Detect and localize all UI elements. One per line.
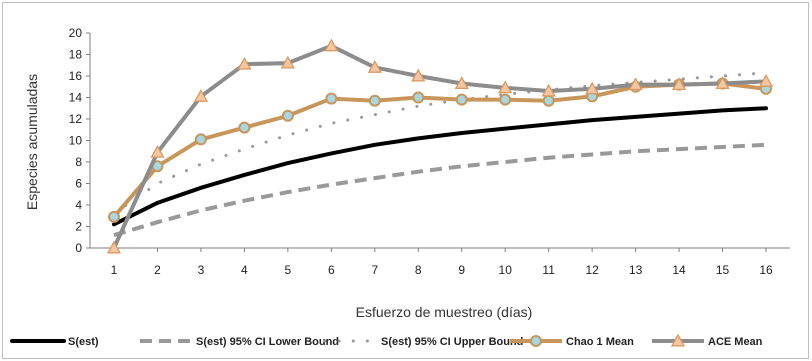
data-point	[324, 38, 339, 52]
legend-label: ACE Mean	[708, 336, 763, 348]
data-point	[541, 83, 556, 97]
data-point	[499, 93, 512, 106]
data-point	[455, 93, 468, 106]
legend-item: S(est)	[10, 336, 99, 348]
y-tick-label: 0	[75, 241, 82, 255]
x-tick-label: 7	[371, 263, 378, 277]
legend-marker	[670, 333, 686, 347]
x-tick-label: 10	[499, 263, 513, 277]
x-tick-label: 11	[542, 263, 555, 277]
legend-item: S(est) 95% CI Lower Bound	[140, 336, 339, 348]
data-point	[237, 56, 252, 70]
x-tick-label: 1	[111, 263, 118, 277]
legend-label: S(est) 95% CI Lower Bound	[196, 336, 339, 348]
x-tick-label: 8	[415, 263, 422, 277]
x-tick-label: 6	[328, 263, 335, 277]
series-line	[112, 43, 767, 249]
y-axis-title: Especies acumuladas	[24, 74, 40, 210]
legend-item: S(est) 95% CI Upper Bound	[323, 336, 523, 348]
x-tick-label: 12	[585, 263, 599, 277]
series-layer	[106, 38, 774, 254]
data-point	[193, 89, 209, 102]
data-point	[150, 144, 165, 158]
legend: S(est) S(est) 95% CI Lower Bound S(est) 95…	[10, 333, 763, 348]
y-tick-label: 12	[69, 112, 83, 126]
x-tick-label: 13	[629, 263, 643, 277]
y-tick-label: 2	[75, 220, 82, 234]
y-tick-label: 20	[69, 26, 83, 40]
x-tick-label: 9	[458, 263, 465, 277]
x-tick-label: 2	[154, 263, 161, 277]
y-tick-label: 8	[75, 155, 82, 169]
series-1	[113, 142, 767, 238]
y-tick-label: 10	[69, 134, 83, 148]
y-tick-label: 6	[75, 177, 82, 191]
y-tick-label: 14	[69, 91, 83, 105]
y-tick-label: 18	[69, 48, 83, 62]
series-4	[106, 38, 774, 254]
data-point	[368, 94, 381, 107]
data-point	[715, 76, 730, 89]
data-point	[758, 74, 774, 87]
series-line	[112, 106, 768, 227]
legend-item: ACE Mean	[652, 333, 763, 348]
data-point	[108, 210, 120, 223]
y-tick-label: 16	[69, 69, 83, 83]
legend-label: S(est) 95% CI Upper Bound	[381, 336, 523, 348]
legend-marker	[530, 335, 542, 347]
x-tick-label: 3	[198, 263, 205, 277]
x-tick-label: 15	[716, 263, 730, 277]
data-point	[454, 76, 469, 89]
data-point	[585, 81, 600, 95]
data-point	[628, 77, 643, 91]
data-point	[411, 68, 426, 82]
data-point	[367, 60, 382, 73]
data-point	[238, 121, 251, 134]
data-point	[671, 77, 687, 91]
legend-label: S(est)	[68, 336, 99, 348]
data-point	[106, 240, 122, 254]
data-point	[281, 109, 294, 122]
data-point	[412, 91, 425, 104]
x-tick-label: 5	[285, 263, 292, 277]
data-point	[542, 94, 555, 107]
data-point	[280, 55, 295, 69]
data-point	[194, 133, 207, 146]
x-tick-label: 4	[241, 263, 248, 277]
x-axis-title: Esfuerzo de muestreo (días)	[356, 304, 533, 320]
series-0	[112, 106, 768, 227]
x-tick-label: 16	[759, 263, 773, 277]
x-tick-label: 14	[672, 263, 686, 277]
data-point	[498, 80, 513, 94]
series-line	[113, 142, 767, 238]
legend-item: Chao 1 Mean	[510, 335, 634, 348]
legend-label: Chao 1 Mean	[566, 336, 634, 348]
y-tick-label: 4	[75, 198, 82, 212]
data-point	[325, 92, 338, 105]
